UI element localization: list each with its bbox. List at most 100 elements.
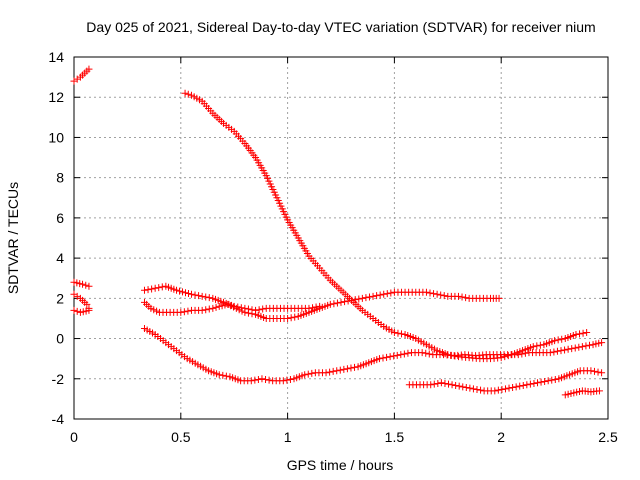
data-point-track-g [212,303,220,311]
data-point-track-g [209,304,217,312]
data-point-track-g [291,313,299,321]
data-point-track-g [337,298,345,306]
y-tick-label: 2 [56,290,64,306]
data-point-track-h [390,352,398,360]
y-tick-label: 14 [48,49,64,65]
data-point-track-g [224,300,232,308]
data-point-track-g [238,307,246,315]
y-tick-label: -4 [52,411,65,427]
data-point-track-h [514,351,522,359]
data-point-track-i [501,385,509,393]
data-point-track-b [76,280,84,288]
data-point-track-g [380,290,388,298]
y-tick-label: 10 [48,129,64,145]
data-point-track-e [579,329,587,337]
data-point-track-h [425,350,433,358]
data-point-track-i [590,367,598,375]
x-tick-label: 0 [70,429,78,445]
data-point-track-i [455,382,463,390]
data-point-track-g [153,307,161,315]
data-point-track-e [181,89,189,97]
data-point-track-h [351,363,359,371]
data-point-track-d [79,308,87,316]
data-point-track-i [427,381,435,389]
data-point-track-e [504,352,512,360]
data-point-track-h [564,345,572,353]
data-point-track-i [530,379,538,387]
data-point-track-g [287,314,295,322]
data-point-track-g [229,303,237,311]
data-point-track-h [262,375,270,383]
data-point-track-f [187,290,195,298]
data-point-track-g [202,306,210,314]
data-point-track-j [573,388,581,396]
data-point-track-g [235,306,243,314]
data-point-track-h [557,347,565,355]
data-point-track-b [73,279,81,287]
data-point-track-i [594,368,602,376]
data-point-track-g [326,300,334,308]
data-point-track-g [348,296,356,304]
data-point-track-i [494,386,502,394]
x-tick-label: 1.5 [385,429,405,445]
data-point-track-g [351,296,359,304]
data-point-track-f [140,286,148,294]
data-point-track-h [247,377,255,385]
data-point-track-e [184,90,192,98]
data-point-track-d [73,307,81,315]
data-point-track-g [440,292,448,300]
data-point-track-h [546,349,554,357]
data-point-track-g [430,290,438,298]
plot-frame [73,56,609,420]
data-point-track-g [495,294,503,302]
data-point-track-e [572,331,580,339]
data-point-track-j [564,390,572,398]
grid-lines [74,57,608,419]
data-point-track-i [491,387,499,395]
data-point-track-j [595,387,603,395]
data-point-track-i [434,379,442,387]
data-point-track-g [433,290,441,298]
data-point-track-i [477,386,485,394]
data-point-track-h [383,353,391,361]
data-point-track-e [394,329,402,337]
y-axis-label: SDTVAR / TECUs [5,182,21,294]
data-point-track-g [227,302,235,310]
data-point-track-f [158,283,166,291]
data-point-track-i [537,378,545,386]
data-point-track-e [551,337,559,345]
data-point-track-h [329,367,337,375]
data-point-track-g [180,308,188,316]
data-point-track-h [375,355,383,363]
data-point-track-h [592,340,600,348]
data-point-track-g [426,289,434,297]
data-point-track-g [150,306,158,314]
data-point-track-g [248,310,256,318]
data-point-track-h [215,371,223,379]
data-point-track-h [598,339,606,347]
data-point-track-g [458,293,466,301]
data-point-track-f [155,284,163,292]
data-point-track-i [437,379,445,387]
data-point-track-h [568,345,576,353]
data-point-track-f [179,288,187,296]
data-point-track-h [578,343,586,351]
data-point-track-d [85,306,93,314]
data-point-track-b [79,280,87,288]
data-point-track-h [219,371,227,379]
data-point-track-g [387,289,395,297]
data-point-track-i [598,369,606,377]
data-point-track-g [147,304,155,312]
data-point-track-g [221,301,229,309]
data-point-track-h [258,375,266,383]
x-tick-label: 0.5 [171,429,191,445]
data-point-track-g [365,293,373,301]
data-point-track-g [344,297,352,305]
data-point-track-f [181,289,189,297]
data-point-track-h [283,376,291,384]
y-tick-label: 0 [56,331,64,347]
data-point-track-i [516,382,524,390]
data-point-track-i [512,383,520,391]
data-point-track-g [355,295,363,303]
